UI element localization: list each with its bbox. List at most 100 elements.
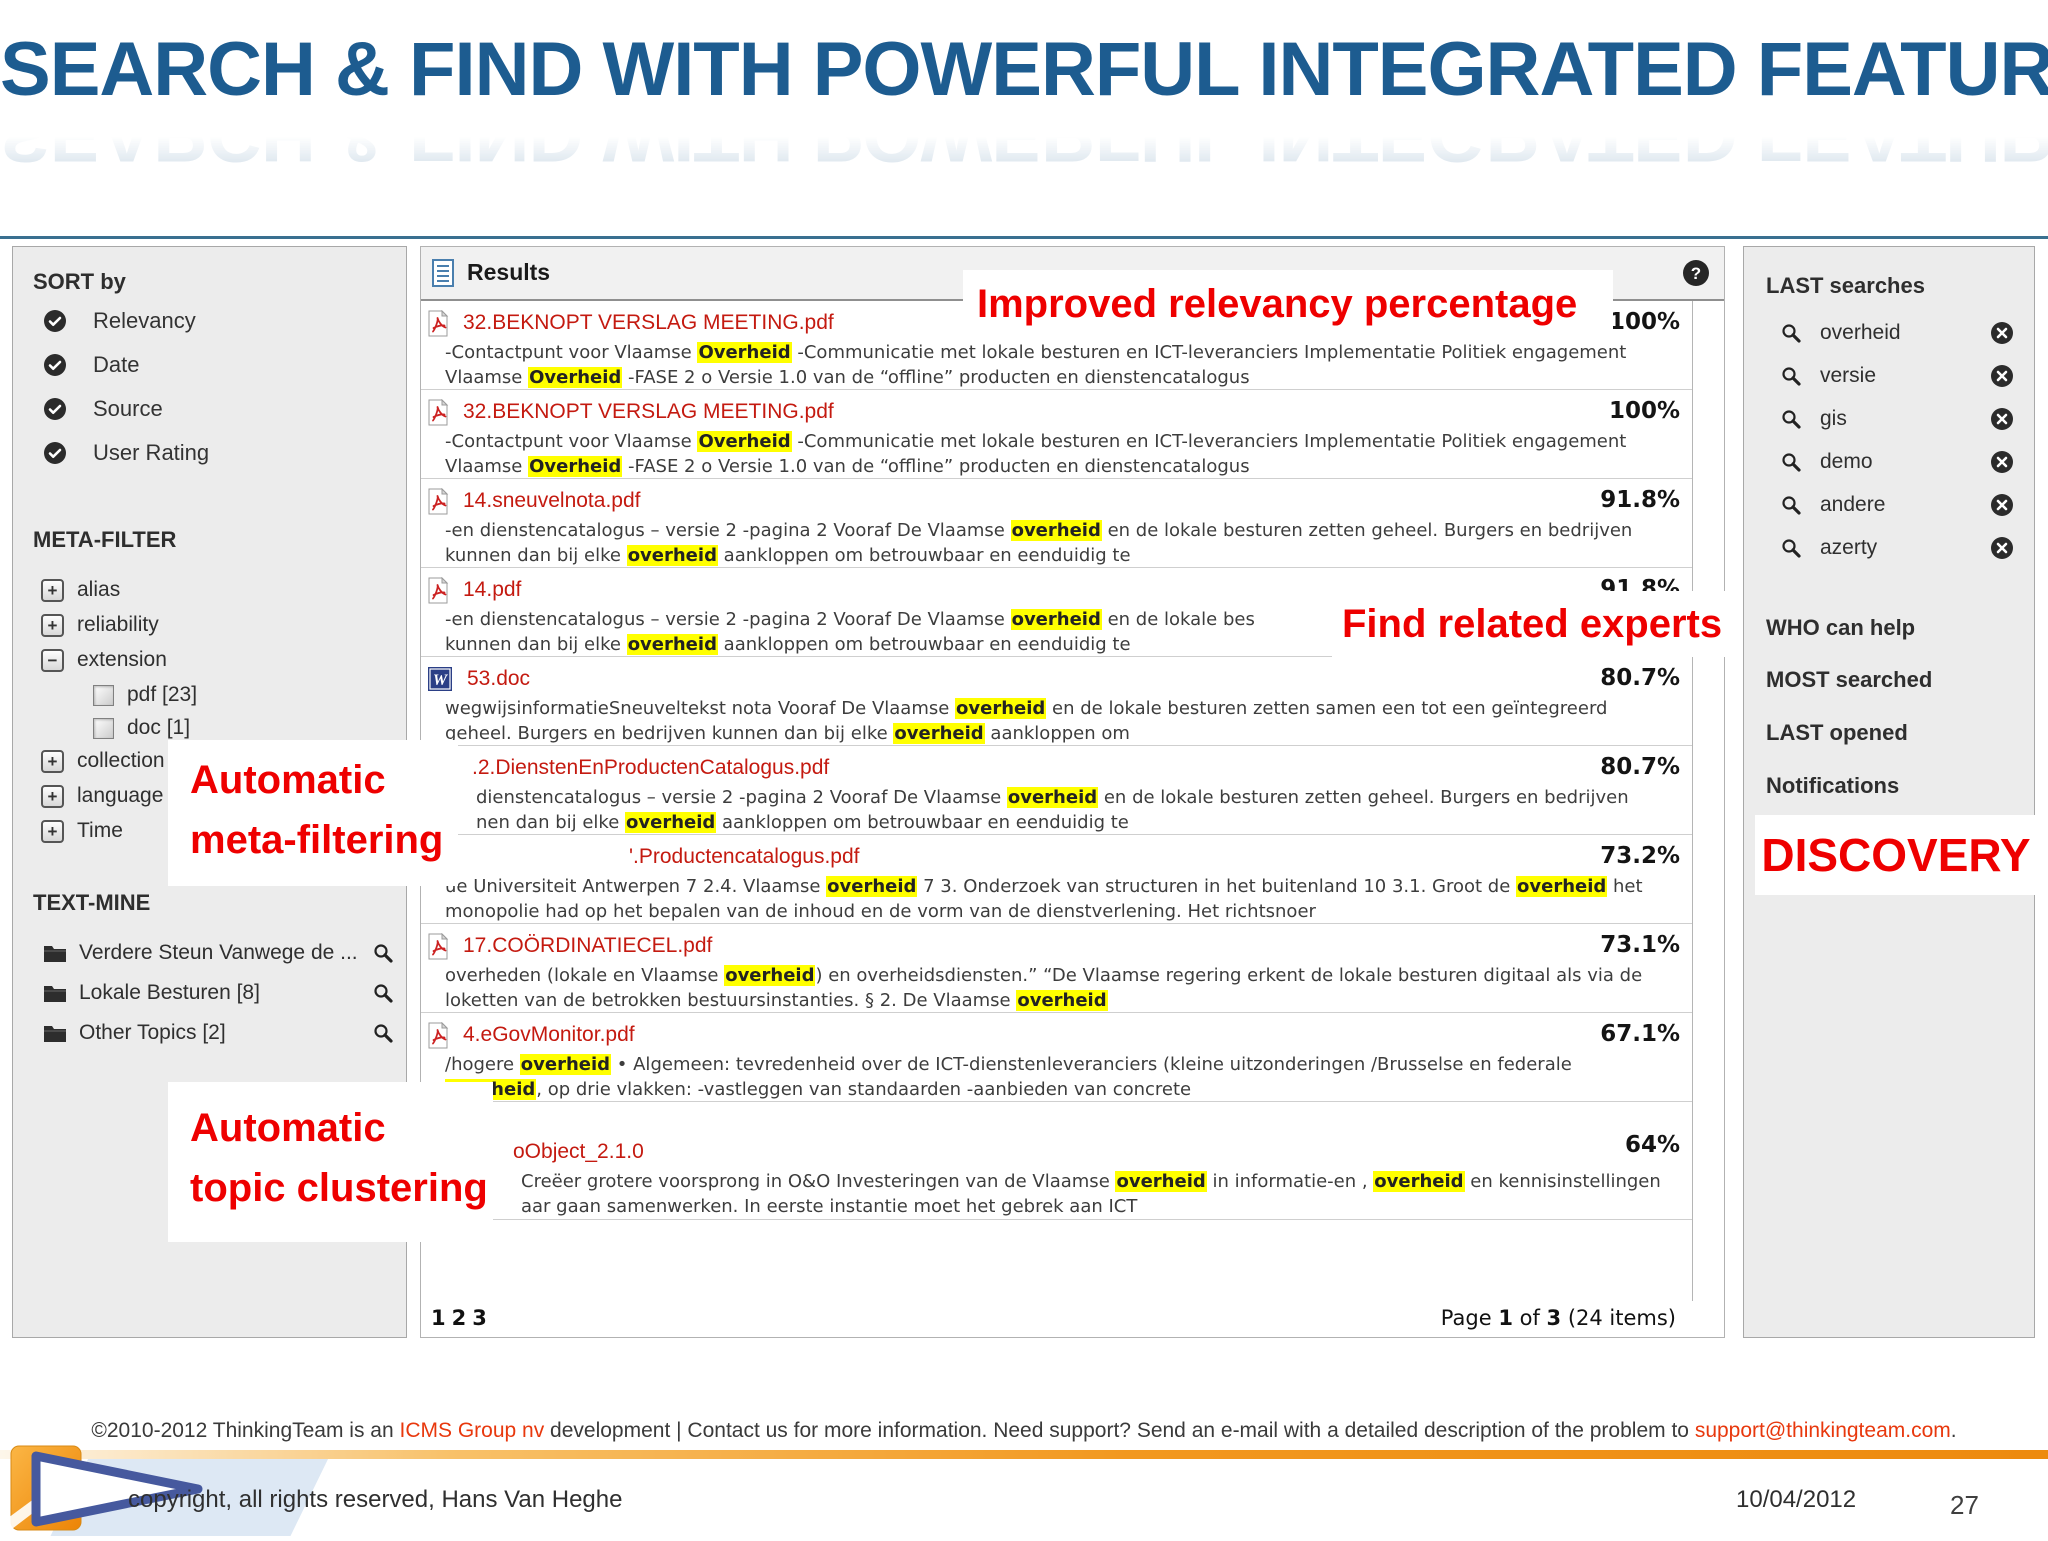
remove-icon[interactable] <box>1990 407 2014 431</box>
remove-icon[interactable] <box>1990 536 2014 560</box>
copyright-text: copyright, all rights reserved, Hans Van… <box>128 1486 623 1513</box>
last-search-versie[interactable]: versie <box>1780 362 2014 390</box>
result-row: 17.COÖRDINATIECEL.pdf 73.1% overheden (l… <box>421 924 1692 1013</box>
pdf-file-icon <box>427 1021 449 1049</box>
search-icon <box>1780 322 1802 344</box>
svg-text:?: ? <box>1691 264 1701 283</box>
check-circle-icon <box>43 441 67 465</box>
results-list-icon <box>431 259 457 292</box>
expander-icon[interactable]: + <box>41 784 64 808</box>
result-title-link[interactable]: '.Productencatalogus.pdf <box>629 845 860 868</box>
last-search-overheid[interactable]: overheid <box>1780 319 2014 347</box>
meta-filter-extension[interactable]: − extension <box>41 647 167 673</box>
result-title-link[interactable]: 53.doc <box>467 667 531 690</box>
slide-date: 10/04/2012 <box>1736 1486 1857 1513</box>
result-snippet: -en dienstencatalogus – versie 2 -pagina… <box>445 609 1255 655</box>
icms-link[interactable]: ICMS Group nv <box>399 1419 545 1442</box>
sort-option-source[interactable]: Source <box>43 395 163 423</box>
last-search-demo[interactable]: demo <box>1780 448 2014 476</box>
result-title-link[interactable]: 14.pdf <box>463 578 522 601</box>
result-row: W 53.doc 80.7% wegwijsinformatieSneuvelt… <box>421 657 1692 746</box>
support-line: ©2010-2012 ThinkingTeam is an ICMS Group… <box>91 1419 1957 1442</box>
remove-icon[interactable] <box>1990 364 2014 388</box>
search-icon[interactable] <box>372 942 394 964</box>
sidebar-section-notifications[interactable]: Notifications <box>1766 773 1900 798</box>
annotation-relevancy: Improved relevancy percentage <box>963 270 1613 338</box>
page-indicator: Page 1 of 3 (24 items) <box>1440 1306 1676 1330</box>
relevancy-percentage: 80.7% <box>1600 665 1680 691</box>
annotation-discovery: DISCOVERY <box>1755 815 2037 895</box>
page-link-1[interactable]: 1 <box>431 1306 446 1330</box>
result-snippet: /hogere overheid • Algemeen: tevredenhei… <box>445 1054 1572 1100</box>
sidebar-section-last-opened[interactable]: LAST opened <box>1766 720 1908 745</box>
topic-cluster-verdere-steun-vanwege-de-14[interactable]: Verdere Steun Vanwege de ... [14] <box>43 939 394 967</box>
result-row: 32.BEKNOPT VERSLAG MEETING.pdf 100% -Con… <box>421 390 1692 479</box>
result-snippet: overheden (lokale en Vlaamse overheid) e… <box>445 965 1643 1011</box>
last-search-andere[interactable]: andere <box>1780 491 2014 519</box>
footer-orange-bar <box>0 1450 2048 1459</box>
result-title-link[interactable]: 32.BEKNOPT VERSLAG MEETING.pdf <box>463 400 834 423</box>
result-snippet: dienstencatalogus – versie 2 -pagina 2 V… <box>476 787 1629 833</box>
search-icon <box>1780 451 1802 473</box>
search-icon <box>1780 365 1802 387</box>
pdf-file-icon <box>427 398 449 426</box>
sidebar-section-most-searched[interactable]: MOST searched <box>1766 667 1933 692</box>
remove-icon[interactable] <box>1990 493 2014 517</box>
result-title-link[interactable]: 32.BEKNOPT VERSLAG MEETING.pdf <box>463 311 834 334</box>
sort-option-user-rating[interactable]: User Rating <box>43 439 209 467</box>
expander-icon[interactable]: − <box>41 648 64 672</box>
meta-filter-language[interactable]: + language <box>41 783 163 809</box>
checkbox[interactable] <box>93 717 114 739</box>
last-search-gis[interactable]: gis <box>1780 405 2014 433</box>
expander-icon[interactable]: + <box>41 613 64 637</box>
relevancy-percentage: 73.1% <box>1600 932 1680 958</box>
expander-icon[interactable]: + <box>41 749 64 773</box>
relevancy-percentage: 100% <box>1608 398 1680 424</box>
folder-icon <box>43 1023 67 1043</box>
remove-icon[interactable] <box>1990 450 2014 474</box>
meta-filter-value-doc-1[interactable]: doc [1] <box>93 715 190 741</box>
expander-icon[interactable]: + <box>41 578 64 602</box>
checkbox[interactable] <box>93 684 114 706</box>
result-snippet: -en dienstencatalogus – versie 2 -pagina… <box>445 520 1633 566</box>
result-row: '.Productencatalogus.pdf 73.2% ue Univer… <box>421 835 1692 924</box>
search-icon <box>1780 408 1802 430</box>
results-list: 32.BEKNOPT VERSLAG MEETING.pdf 100% -Con… <box>421 301 1693 1301</box>
topic-cluster-other-topics-2[interactable]: Other Topics [2] <box>43 1019 394 1047</box>
last-search-azerty[interactable]: azerty <box>1780 534 2014 562</box>
result-title-link[interactable]: 17.COÖRDINATIECEL.pdf <box>463 934 713 957</box>
relevancy-percentage: 73.2% <box>1600 843 1680 869</box>
result-row: 4.eGovMonitor.pdf 67.1% /hogere overheid… <box>421 1013 1692 1102</box>
meta-filter-collection[interactable]: + collection <box>41 748 165 774</box>
search-icon[interactable] <box>372 1022 394 1044</box>
pdf-file-icon <box>427 487 449 515</box>
search-icon[interactable] <box>372 982 394 1004</box>
meta-filter-reliability[interactable]: + reliability <box>41 612 159 638</box>
check-circle-icon <box>43 309 67 333</box>
meta-filter-alias[interactable]: + alias <box>41 577 120 603</box>
meta-filter-value-pdf-23[interactable]: pdf [23] <box>93 682 197 708</box>
sort-option-date[interactable]: Date <box>43 351 139 379</box>
result-title-link[interactable]: 4.eGovMonitor.pdf <box>463 1023 635 1046</box>
thinkingteam-logo <box>6 1440 238 1541</box>
text-mine-header: TEXT-MINE <box>33 890 151 915</box>
relevancy-percentage: 64% <box>1624 1132 1680 1158</box>
sort-option-relevancy[interactable]: Relevancy <box>43 307 196 335</box>
page-link-2[interactable]: 2 <box>451 1306 467 1330</box>
result-title-link[interactable]: oObject_2.1.0 <box>513 1140 644 1163</box>
result-title-link[interactable]: 14.sneuvelnota.pdf <box>463 489 641 512</box>
remove-icon[interactable] <box>1990 321 2014 345</box>
sidebar-section-who-can-help[interactable]: WHO can help <box>1766 615 1916 640</box>
last-searches-header: LAST searches <box>1766 273 1925 298</box>
help-icon[interactable]: ? <box>1682 259 1710 292</box>
page-link-3[interactable]: 3 <box>472 1306 487 1330</box>
result-row: oObject_2.1.0 64% Creëer grotere voorspr… <box>421 1102 1692 1220</box>
expander-icon[interactable]: + <box>41 819 64 843</box>
result-title-link[interactable]: .2.DienstenEnProductenCatalogus.pdf <box>472 756 830 779</box>
topic-cluster-lokale-besturen-8[interactable]: Lokale Besturen [8] <box>43 979 394 1007</box>
search-icon <box>1780 494 1802 516</box>
support-email-link[interactable]: support@thinkingteam.com <box>1694 1419 1951 1442</box>
meta-filter-time[interactable]: + Time <box>41 818 123 844</box>
